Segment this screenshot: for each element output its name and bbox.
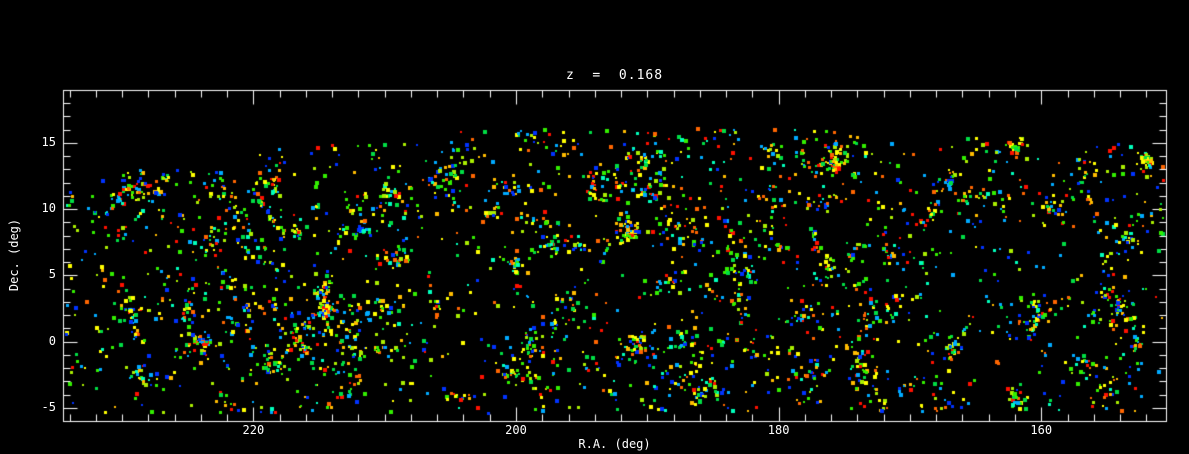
plot-title: z = 0.168 xyxy=(565,68,664,83)
x-tick-label: 220 xyxy=(242,423,265,437)
y-tick-label: 5 xyxy=(48,267,56,282)
x-tick-label: 180 xyxy=(767,423,790,437)
x-axis-label: R.A. (deg) xyxy=(578,437,651,451)
y-tick-label: -5 xyxy=(41,399,56,414)
x-tick-label: 200 xyxy=(505,423,527,437)
y-tick-label: 15 xyxy=(41,134,56,149)
x-tick-label: 160 xyxy=(1030,423,1053,437)
y-tick-label: 0 xyxy=(48,333,56,348)
y-tick-label: 10 xyxy=(41,201,56,216)
